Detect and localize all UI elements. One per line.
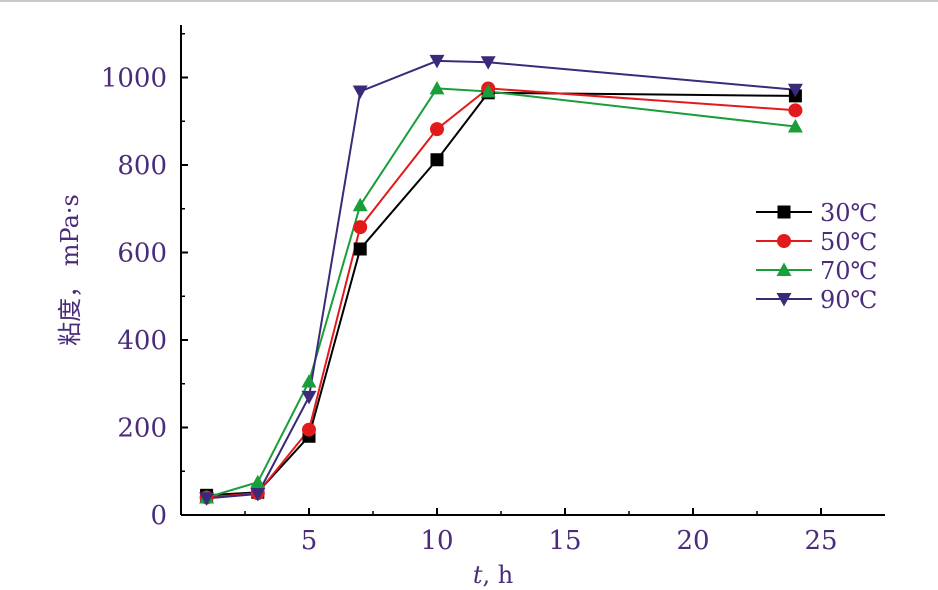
legend-label: 50℃ <box>820 228 877 256</box>
y-tick-label: 800 <box>117 151 167 181</box>
data-point-90℃ <box>250 488 266 502</box>
legend-label: 70℃ <box>820 257 877 285</box>
data-point-70℃ <box>787 119 803 133</box>
data-point-30℃ <box>430 153 444 167</box>
data-point-70℃ <box>250 474 266 489</box>
x-tick-label: 25 <box>804 526 837 556</box>
data-point-50℃ <box>788 103 803 118</box>
data-point-30℃ <box>353 242 367 256</box>
legend-marker <box>777 205 791 219</box>
x-tick-label: 15 <box>548 526 581 556</box>
x-tick-label: 10 <box>420 526 453 556</box>
y-axis-title: 粘度， mPa·s <box>56 194 84 346</box>
data-point-90℃ <box>429 54 445 69</box>
data-point-90℃ <box>480 56 496 70</box>
series-line-30℃ <box>206 91 796 497</box>
y-tick-label: 600 <box>117 239 167 269</box>
series-lines <box>206 59 796 500</box>
legend-label: 90℃ <box>820 286 877 314</box>
series-line-90℃ <box>206 59 796 500</box>
series-line-50℃ <box>206 87 796 499</box>
data-point-70℃ <box>301 374 317 388</box>
y-tick-label: 0 <box>150 501 167 531</box>
y-tick-label: 400 <box>117 326 167 356</box>
data-point-70℃ <box>480 84 496 98</box>
legend-marker <box>777 234 791 248</box>
x-axis-ticks: 5 10 15 20 25 <box>244 508 838 556</box>
y-tick-label: 200 <box>117 414 167 444</box>
x-tick-label: 5 <box>301 526 318 556</box>
x-axis-title: t, h <box>473 561 513 589</box>
data-point-90℃ <box>787 83 803 98</box>
data-point-50℃ <box>353 220 368 235</box>
data-point-50℃ <box>302 422 316 437</box>
top-border <box>0 0 938 2</box>
data-point-70℃ <box>429 80 445 95</box>
legend-marker <box>776 293 792 307</box>
y-axis-ticks: 0 200 400 600 800 1000 <box>101 33 188 531</box>
data-point-50℃ <box>430 122 444 137</box>
legend-marker <box>776 262 792 276</box>
data-point-90℃ <box>199 492 215 506</box>
series-markers <box>199 54 803 506</box>
x-axis-title-unit: , h <box>482 561 513 589</box>
data-point-70℃ <box>352 197 368 212</box>
series-line-70℃ <box>206 87 796 499</box>
data-point-90℃ <box>352 85 368 99</box>
y-tick-label: 1000 <box>101 64 167 94</box>
data-point-90℃ <box>301 390 317 405</box>
x-axis-title-italic: t <box>473 561 483 589</box>
legend: 30℃50℃70℃90℃ <box>756 199 877 314</box>
legend-label: 30℃ <box>820 199 877 227</box>
axes <box>180 25 885 516</box>
x-tick-label: 20 <box>676 526 709 556</box>
